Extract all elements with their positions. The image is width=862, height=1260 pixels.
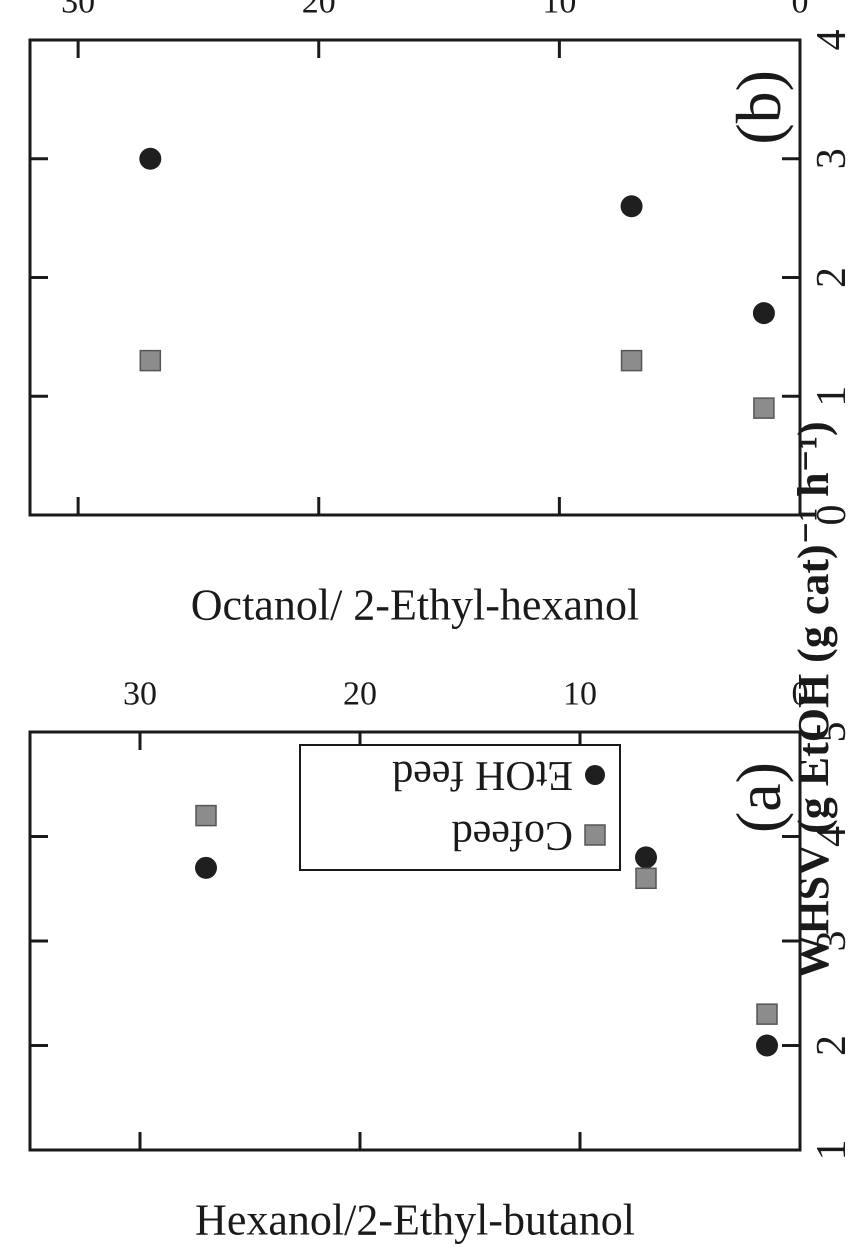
legend-marker-square xyxy=(584,824,606,846)
data-point-etoh-feed xyxy=(752,302,775,325)
y-tick-label: 1 xyxy=(809,386,855,407)
x-tick-label: 20 xyxy=(343,676,377,713)
legend-box xyxy=(299,744,621,871)
data-point-cofeed xyxy=(635,867,657,890)
x-tick-label: 10 xyxy=(542,0,576,21)
data-point-etoh-feed xyxy=(620,195,643,218)
legend-label: EtOH feed xyxy=(392,752,573,798)
y-axis-label: Octanol/ 2-Ethyl-hexanol xyxy=(191,581,639,630)
x-tick-label: 0 xyxy=(792,676,809,713)
y-tick-label: 1 xyxy=(809,1140,855,1161)
rotated-figure: 123450102030Hexanol/2-Ethyl-butanol(a)Et… xyxy=(28,0,855,1245)
x-tick-label: 30 xyxy=(61,0,95,21)
data-point-cofeed xyxy=(139,349,162,372)
x-tick-label: 10 xyxy=(563,676,597,713)
y-tick-label: 5 xyxy=(809,722,855,743)
y-tick-label: 2 xyxy=(809,1035,855,1056)
x-tick-label: 0 xyxy=(792,0,809,21)
data-point-etoh-feed xyxy=(139,147,162,170)
legend-label: Cofeed xyxy=(452,812,573,858)
panel-a: 1 2 3 4 50 10 20 30 Hexanol/2-Ethyl-butanol (a) Et… xyxy=(28,676,855,1245)
y-tick-label: 3 xyxy=(809,148,855,169)
x-tick-label: 20 xyxy=(302,0,336,21)
data-point-cofeed xyxy=(753,397,775,419)
y-tick-label: 2 xyxy=(809,267,855,288)
legend-marker-circle xyxy=(585,765,605,785)
shared-x-axis-label: WHSV (g EtOH (g cat)⁻¹ h⁻¹) xyxy=(789,421,838,978)
y-tick-label: 4 xyxy=(809,826,855,847)
y-axis-label: Hexanol/2-Ethyl-butanol xyxy=(195,1196,635,1245)
data-point-etoh-feed xyxy=(195,856,217,879)
panel-label: (a) xyxy=(723,762,794,833)
y-tick-label: 3 xyxy=(809,931,855,952)
plot-frame xyxy=(28,38,802,517)
y-tick-label: 4 xyxy=(809,30,855,51)
data-point-cofeed xyxy=(756,1003,778,1025)
data-point-cofeed xyxy=(620,349,643,372)
data-point-etoh-feed xyxy=(756,1034,778,1057)
data-point-etoh-feed xyxy=(635,846,657,869)
data-point-cofeed xyxy=(195,804,217,827)
panel-label: (b) xyxy=(723,70,794,145)
y-tick-label: 0 xyxy=(809,505,855,526)
x-tick-label: 30 xyxy=(123,676,157,713)
